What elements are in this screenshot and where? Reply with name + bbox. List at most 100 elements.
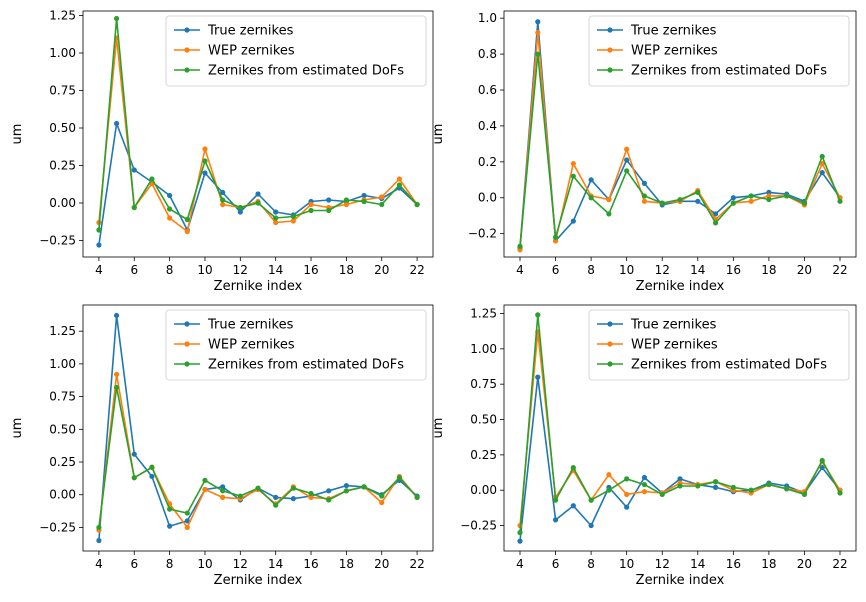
data-point xyxy=(396,182,403,188)
legend-swatch-marker xyxy=(184,27,190,33)
data-point xyxy=(202,477,208,483)
x-tick-label: 22 xyxy=(832,263,847,277)
x-tick-label: 18 xyxy=(761,263,776,277)
legend-entry-label: Zernikes from estimated DoFs xyxy=(208,358,404,373)
data-point xyxy=(624,168,630,174)
data-point xyxy=(167,215,173,221)
data-point xyxy=(113,15,120,22)
data-point xyxy=(570,173,576,179)
data-point xyxy=(641,474,648,481)
legend-swatch-marker xyxy=(607,321,613,327)
data-point xyxy=(361,198,367,205)
data-point xyxy=(220,197,226,203)
data-point xyxy=(343,201,349,208)
data-point xyxy=(149,464,155,470)
legend-swatch-marker xyxy=(184,67,190,73)
x-tick-label: 8 xyxy=(587,263,595,277)
x-axis-label: Zernike index xyxy=(636,573,725,588)
series-line-1 xyxy=(519,376,841,542)
data-point xyxy=(837,198,843,204)
data-point xyxy=(748,193,754,199)
data-point xyxy=(343,482,349,489)
y-tick-label: 0.8 xyxy=(478,47,497,61)
data-point xyxy=(606,196,612,203)
data-point xyxy=(837,490,843,496)
data-point xyxy=(570,161,576,167)
data-point xyxy=(202,486,208,493)
data-point xyxy=(535,312,541,318)
data-point xyxy=(677,196,683,203)
data-point xyxy=(290,213,296,220)
data-point xyxy=(819,170,825,176)
y-tick-label: 1.00 xyxy=(470,342,497,356)
data-point xyxy=(273,215,279,221)
y-axis-label: um xyxy=(10,124,25,145)
data-point xyxy=(237,493,243,499)
y-tick-label: 1.25 xyxy=(49,324,76,338)
x-tick-label: 22 xyxy=(409,263,424,277)
x-tick-label: 12 xyxy=(655,263,670,277)
x-tick-label: 8 xyxy=(166,557,174,571)
data-point xyxy=(167,523,173,529)
y-tick-label: 0.25 xyxy=(49,455,76,469)
series-line-1 xyxy=(98,122,418,246)
data-point xyxy=(730,200,736,206)
data-point xyxy=(379,499,385,506)
x-tick-label: 22 xyxy=(409,557,424,571)
data-point xyxy=(237,209,243,215)
x-tick-label: 14 xyxy=(268,263,283,277)
x-axis-label: Zernike index xyxy=(214,279,303,294)
data-point xyxy=(819,457,825,464)
subplot-4: 4 6 8 10 12 14 16 18 20 22 −0.25 0.00 0.25 0.50 0.75 1.… xyxy=(431,304,857,588)
y-tick-label: 0.25 xyxy=(49,159,76,173)
legend-entry-label: True zernikes xyxy=(207,318,294,333)
legend-swatch-marker xyxy=(607,341,613,347)
y-axis-label: um xyxy=(10,418,25,439)
data-point xyxy=(659,200,665,206)
data-point xyxy=(131,204,137,211)
y-tick-label: 0.25 xyxy=(470,448,497,462)
x-tick-label: 4 xyxy=(95,557,103,571)
data-point xyxy=(255,485,261,491)
data-point xyxy=(712,211,719,217)
data-point xyxy=(131,167,137,173)
x-tick-label: 12 xyxy=(233,263,248,277)
data-point xyxy=(535,51,541,57)
x-tick-label: 10 xyxy=(619,263,634,277)
y-tick-label: 0.00 xyxy=(470,483,497,497)
data-point xyxy=(308,201,314,208)
y-tick-label: 1.0 xyxy=(478,11,497,25)
y-tick-label: 0.2 xyxy=(478,155,497,169)
y-tick-label: −0.2 xyxy=(468,227,497,241)
x-tick-label: 20 xyxy=(797,557,812,571)
axes-frame xyxy=(82,304,434,552)
x-tick-label: 16 xyxy=(303,557,318,571)
x-tick-label: 6 xyxy=(552,557,560,571)
data-point xyxy=(202,146,208,152)
subplot-3: 4 6 8 10 12 14 16 18 20 22 −0.25 0.00 0.25 0.50 0.75 1.… xyxy=(10,304,434,588)
legend-swatch-marker xyxy=(184,341,190,347)
y-tick-label: 0.50 xyxy=(49,422,76,436)
legend-entry-label: Zernikes from estimated DoFs xyxy=(631,64,827,79)
data-point xyxy=(712,484,719,490)
data-point xyxy=(361,484,367,490)
data-point xyxy=(517,243,523,249)
data-point xyxy=(695,198,701,204)
x-tick-label: 4 xyxy=(516,263,524,277)
subplot-1: 4 6 8 10 12 14 16 18 20 22 −0.25 0.00 0.25 0.50 0.75 1.… xyxy=(10,9,434,294)
subplot-2: 4 6 8 10 12 14 16 18 20 22 −0.2 0.0 0.2 0.4 0.6 0.8 1.0 Z… xyxy=(431,10,857,294)
data-point xyxy=(167,192,173,199)
legend-swatch-marker xyxy=(607,47,613,53)
data-point xyxy=(552,234,559,240)
data-point xyxy=(396,475,403,481)
data-point xyxy=(570,464,576,471)
data-point xyxy=(588,522,594,529)
data-point xyxy=(730,484,736,490)
legend-entry-label: WEP zernikes xyxy=(208,44,295,59)
y-tick-label: −0.25 xyxy=(39,520,76,534)
x-tick-label: 14 xyxy=(268,557,283,571)
y-tick-label: 0.0 xyxy=(478,191,497,205)
data-point xyxy=(273,209,279,215)
data-point xyxy=(606,487,612,493)
data-point xyxy=(273,502,279,508)
